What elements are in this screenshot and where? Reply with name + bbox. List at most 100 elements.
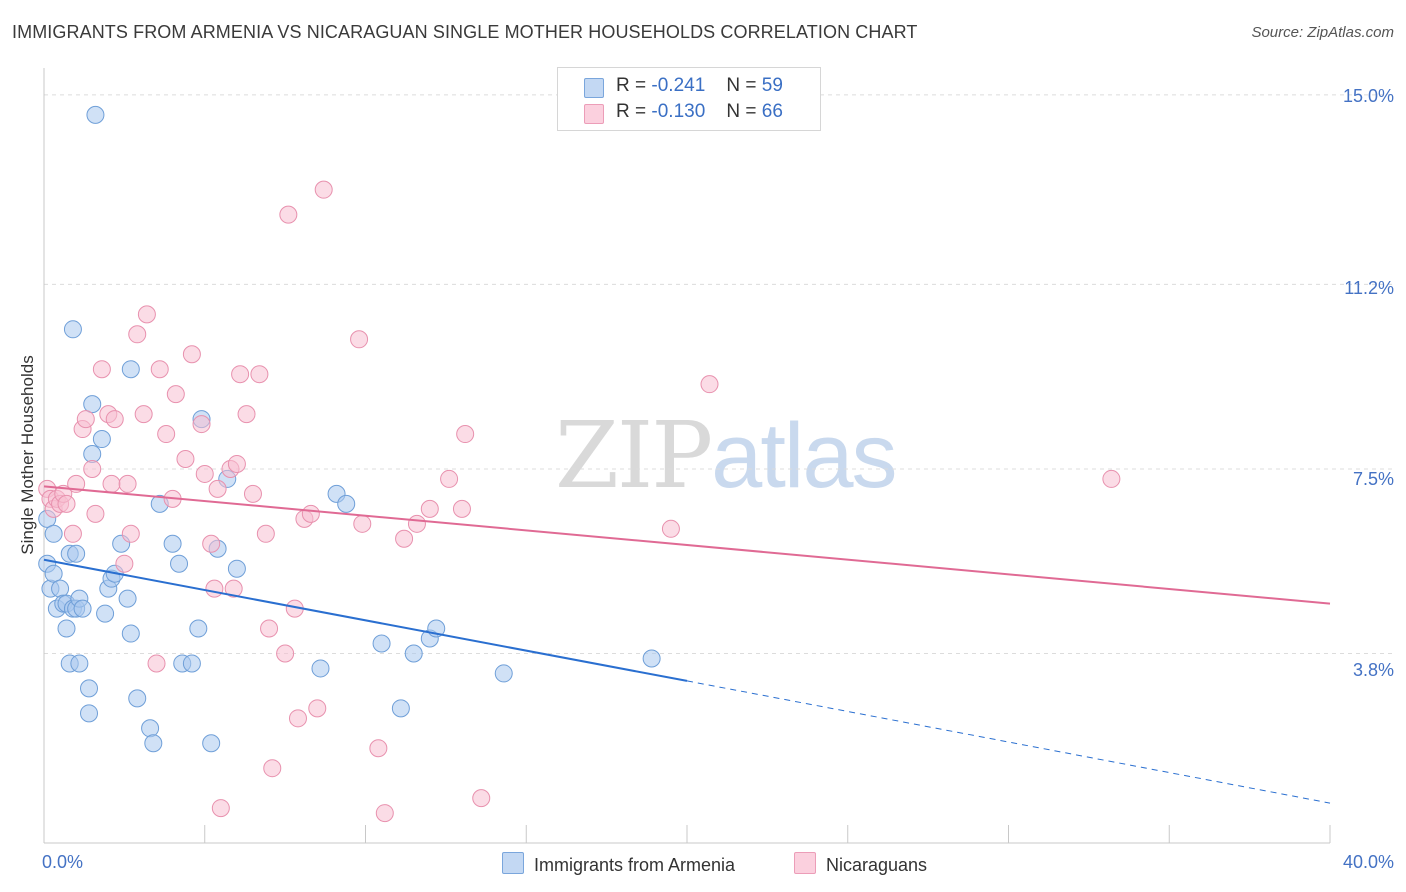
y-tick-label-11-2: 11.2% xyxy=(1344,278,1394,298)
point-armenia xyxy=(182,654,201,673)
stats-legend: R = -0.241 N = 59 R = -0.130 N = 66 xyxy=(557,67,821,131)
point-armenia xyxy=(311,659,330,678)
legend-n-value-armenia: 59 xyxy=(761,75,783,96)
point-nicaragua xyxy=(76,410,95,429)
point-nicaragua xyxy=(250,365,269,384)
point-nicaragua xyxy=(63,524,82,543)
point-nicaragua xyxy=(353,514,372,533)
point-nicaragua xyxy=(83,459,102,478)
point-nicaragua xyxy=(105,410,124,429)
point-nicaragua xyxy=(182,345,201,364)
x-tick-label-min: 0.0% xyxy=(42,852,84,872)
point-nicaragua xyxy=(661,519,680,538)
point-armenia xyxy=(83,395,102,414)
point-nicaragua xyxy=(395,529,414,548)
point-nicaragua xyxy=(288,709,307,728)
point-armenia xyxy=(391,699,410,718)
point-nicaragua xyxy=(276,644,295,663)
point-nicaragua xyxy=(1102,469,1121,488)
point-armenia xyxy=(337,494,356,513)
bottom-legend-nicaragua: Nicaraguans xyxy=(794,852,927,876)
point-nicaragua xyxy=(231,365,250,384)
trendline-nicaragua xyxy=(43,485,1331,605)
point-nicaragua xyxy=(192,415,211,434)
point-armenia xyxy=(118,589,137,608)
point-nicaragua xyxy=(150,360,169,379)
point-nicaragua xyxy=(102,474,121,493)
legend-r-value-nicaragua: -0.130 xyxy=(651,101,706,122)
point-nicaragua xyxy=(227,454,246,473)
legend-swatch-armenia xyxy=(584,78,604,98)
chart-title: IMMIGRANTS FROM ARMENIA VS NICARAGUAN SI… xyxy=(12,22,918,42)
point-nicaragua xyxy=(176,449,195,468)
point-nicaragua xyxy=(256,524,275,543)
point-nicaragua xyxy=(166,385,185,404)
point-nicaragua xyxy=(243,484,262,503)
point-armenia xyxy=(202,734,221,753)
point-armenia xyxy=(57,619,76,638)
point-armenia xyxy=(51,579,70,598)
point-armenia xyxy=(80,679,99,698)
point-armenia xyxy=(144,734,163,753)
point-armenia xyxy=(163,534,182,553)
point-nicaragua xyxy=(208,479,227,498)
point-nicaragua xyxy=(456,425,475,444)
point-nicaragua xyxy=(350,330,369,349)
legend-n-value-nicaragua: 66 xyxy=(761,101,783,122)
point-armenia xyxy=(44,564,63,583)
point-nicaragua xyxy=(263,759,282,778)
point-armenia xyxy=(80,704,99,723)
point-armenia xyxy=(70,654,89,673)
point-armenia xyxy=(121,360,140,379)
point-nicaragua xyxy=(301,504,320,523)
point-armenia xyxy=(92,430,111,449)
point-armenia xyxy=(86,105,105,124)
bottom-legend-armenia: Immigrants from Armenia xyxy=(502,852,735,876)
bottom-legend-swatch-nicaragua xyxy=(794,852,816,874)
point-armenia xyxy=(227,559,246,578)
point-nicaragua xyxy=(134,405,153,424)
point-nicaragua xyxy=(369,739,388,758)
point-armenia xyxy=(372,634,391,653)
point-armenia xyxy=(63,320,82,339)
point-nicaragua xyxy=(420,499,439,518)
point-nicaragua xyxy=(440,469,459,488)
point-nicaragua xyxy=(375,804,394,823)
point-nicaragua xyxy=(86,504,105,523)
legend-swatch-nicaragua xyxy=(584,104,604,124)
point-armenia xyxy=(141,719,160,738)
point-armenia xyxy=(189,619,208,638)
watermark-atlas: atlas xyxy=(711,405,897,507)
source-label: Source: ZipAtlas.com xyxy=(1251,24,1394,41)
bottom-legend-label-armenia: Immigrants from Armenia xyxy=(534,855,736,875)
y-tick-label-3-8: 3.8% xyxy=(1352,660,1394,680)
point-armenia xyxy=(83,444,102,463)
point-armenia xyxy=(121,624,140,643)
point-armenia xyxy=(44,524,63,543)
point-armenia xyxy=(170,554,189,573)
point-armenia xyxy=(128,689,147,708)
point-nicaragua xyxy=(308,699,327,718)
y-tick-label-15: 15.0% xyxy=(1342,86,1394,106)
point-nicaragua xyxy=(92,360,111,379)
point-nicaragua xyxy=(224,579,243,598)
point-armenia xyxy=(67,544,86,563)
point-nicaragua xyxy=(472,789,491,808)
legend-n-label: N = xyxy=(726,101,757,122)
legend-r-value-armenia: -0.241 xyxy=(651,75,706,96)
point-nicaragua xyxy=(121,524,140,543)
point-nicaragua xyxy=(205,579,224,598)
point-armenia xyxy=(96,604,115,623)
bottom-legend-label-nicaragua: Nicaraguans xyxy=(826,855,928,875)
point-nicaragua xyxy=(137,305,156,324)
legend-r-label: R = xyxy=(616,75,647,96)
point-nicaragua xyxy=(128,325,147,344)
point-armenia xyxy=(73,599,92,618)
trendline-armenia xyxy=(43,558,688,682)
point-nicaragua xyxy=(260,619,279,638)
point-nicaragua xyxy=(279,205,298,224)
point-nicaragua xyxy=(195,464,214,483)
point-nicaragua xyxy=(115,554,134,573)
point-nicaragua xyxy=(157,425,176,444)
